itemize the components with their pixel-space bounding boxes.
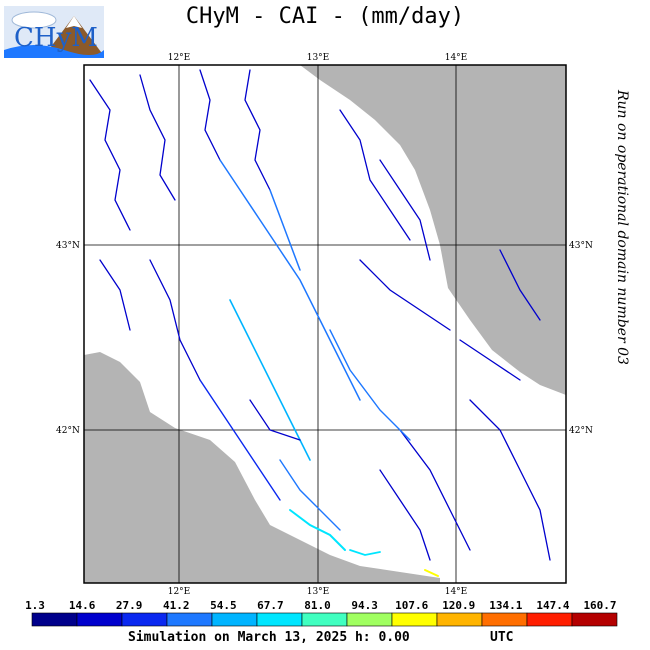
colorbar-tick-label: 14.6	[69, 599, 96, 612]
colorbar-swatch	[436, 612, 483, 627]
adriatic-sea	[300, 65, 566, 395]
lon-label-top: 14°E	[445, 53, 468, 63]
colorbar-swatch	[481, 612, 528, 627]
colorbar-swatch	[391, 612, 438, 627]
lat-label-right: 42°N	[569, 426, 593, 436]
colorbar-tick-label: 120.9	[442, 599, 475, 612]
colorbar-tick-label: 94.3	[351, 599, 378, 612]
colorbar-tick-label: 41.2	[163, 599, 190, 612]
colorbar-swatch	[166, 612, 213, 627]
lat-label-left: 43°N	[56, 241, 80, 251]
colorbar-tick-label: 81.0	[304, 599, 331, 612]
colorbar-tick-label: 27.9	[116, 599, 143, 612]
colorbar-swatch	[346, 612, 393, 627]
utc-label: UTC	[490, 630, 514, 645]
run-info-vertical-text: Run on operational domain number 03	[614, 90, 630, 365]
colorbar-swatch	[31, 612, 78, 627]
colorbar-swatch	[526, 612, 573, 627]
colorbar-swatch	[256, 612, 303, 627]
colorbar-tick-label: 160.7	[583, 599, 616, 612]
map-frame	[83, 64, 567, 584]
colorbar-tick-label: 107.6	[395, 599, 428, 612]
simulation-time: Simulation on March 13, 2025 h: 0.00	[128, 630, 410, 645]
lon-label-bottom: 14°E	[445, 587, 468, 597]
colorbar-tick-label: 134.1	[489, 599, 522, 612]
colorbar-swatch	[571, 612, 618, 627]
lon-label-top: 12°E	[168, 53, 191, 63]
lon-label-top: 13°E	[307, 53, 330, 63]
colorbar-swatch	[76, 612, 123, 627]
colorbar-tick-label: 1.3	[25, 599, 45, 612]
rivers	[89, 69, 551, 577]
lat-label-right: 43°N	[569, 241, 593, 251]
tyrrhenian-sea	[84, 352, 440, 583]
colorbar-tick-label: 67.7	[257, 599, 284, 612]
lon-label-bottom: 12°E	[168, 587, 191, 597]
chym-logo: CHyM	[4, 6, 104, 58]
colorbar-swatch	[121, 612, 168, 627]
colorbar-swatch	[211, 612, 258, 627]
colorbar-swatch	[301, 612, 348, 627]
graticule	[84, 65, 566, 583]
lat-label-left: 42°N	[56, 426, 80, 436]
lon-label-bottom: 13°E	[307, 587, 330, 597]
colorbar-tick-label: 147.4	[536, 599, 569, 612]
colorbar-tick-label: 54.5	[210, 599, 237, 612]
map-title: CHyM - CAI - (mm/day)	[185, 4, 465, 29]
svg-text:CHyM: CHyM	[14, 23, 98, 53]
